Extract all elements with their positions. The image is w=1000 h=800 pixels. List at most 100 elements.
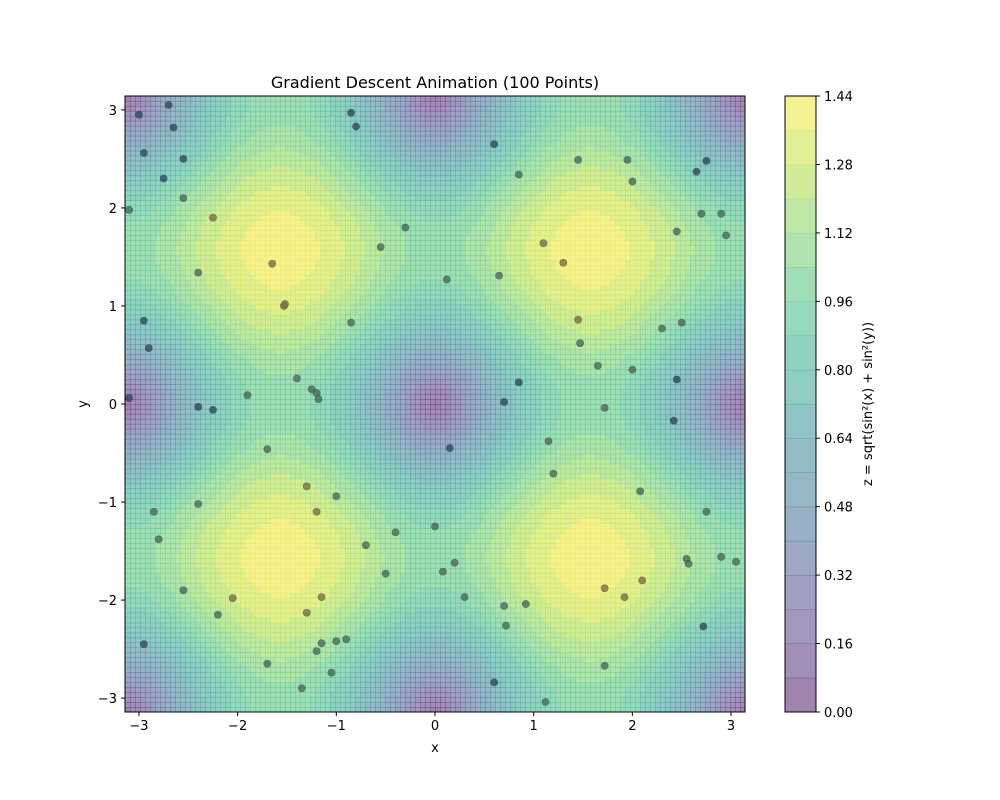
colorbar-band bbox=[785, 404, 816, 439]
data-points bbox=[125, 101, 740, 706]
data-point bbox=[159, 174, 168, 183]
data-point bbox=[135, 110, 143, 119]
data-point bbox=[139, 640, 148, 649]
data-point bbox=[495, 271, 503, 280]
data-point bbox=[125, 394, 134, 402]
data-point bbox=[732, 557, 740, 566]
data-point bbox=[600, 584, 609, 593]
data-point bbox=[164, 101, 173, 109]
colorbar-tick-label: 0.64 bbox=[824, 432, 853, 447]
x-tick-label: −2 bbox=[228, 719, 247, 734]
colorbar-band bbox=[785, 301, 816, 337]
x-tick-label: 1 bbox=[530, 719, 538, 734]
y-tick-label: −2 bbox=[98, 594, 117, 609]
colorbar-band bbox=[785, 540, 816, 576]
colorbar-frame bbox=[784, 95, 817, 713]
data-point bbox=[327, 668, 336, 677]
data-point bbox=[620, 593, 629, 601]
data-point bbox=[442, 275, 451, 284]
data-point bbox=[593, 361, 602, 370]
data-point bbox=[559, 258, 568, 267]
data-point bbox=[717, 209, 726, 218]
data-point bbox=[149, 507, 158, 516]
data-point bbox=[515, 378, 523, 387]
data-point bbox=[702, 156, 711, 165]
data-point bbox=[490, 140, 499, 149]
colorbar-tick-label: 0.16 bbox=[824, 638, 853, 653]
colorbar-band bbox=[785, 232, 816, 268]
data-point bbox=[574, 315, 582, 324]
data-point bbox=[549, 469, 558, 478]
data-point bbox=[125, 205, 134, 214]
data-point bbox=[292, 374, 301, 383]
data-point bbox=[521, 600, 530, 608]
y-tick-label: 3 bbox=[109, 104, 117, 119]
data-point bbox=[636, 487, 645, 496]
data-point bbox=[539, 239, 548, 248]
data-point bbox=[209, 213, 217, 222]
data-point bbox=[677, 318, 686, 327]
data-point bbox=[376, 243, 385, 251]
data-point bbox=[450, 558, 459, 567]
colorbar-tick-label: 1.44 bbox=[824, 90, 853, 105]
data-point bbox=[213, 610, 222, 619]
data-point bbox=[314, 395, 323, 403]
data-point bbox=[297, 684, 306, 693]
data-point bbox=[381, 569, 390, 578]
y-tick-label: 0 bbox=[109, 398, 117, 413]
colorbar-band bbox=[785, 198, 816, 234]
chart-title: Gradient Descent Animation (100 Points) bbox=[271, 73, 599, 92]
data-point bbox=[460, 593, 469, 601]
data-point bbox=[263, 445, 272, 453]
colorbar-tick-label: 0.96 bbox=[824, 295, 853, 310]
x-tick-label: 3 bbox=[727, 719, 735, 734]
data-point bbox=[347, 108, 355, 117]
colorbar-tick-label: 1.28 bbox=[824, 158, 853, 173]
data-point bbox=[515, 170, 523, 179]
data-point bbox=[332, 492, 341, 501]
data-point bbox=[179, 154, 188, 163]
data-point bbox=[445, 444, 454, 452]
data-point bbox=[401, 223, 410, 232]
data-point bbox=[312, 647, 321, 655]
data-point bbox=[544, 437, 553, 446]
data-point bbox=[139, 316, 148, 325]
data-point bbox=[228, 594, 237, 602]
data-point bbox=[697, 209, 706, 218]
y-tick-label: 1 bbox=[109, 300, 117, 315]
data-point bbox=[490, 678, 499, 687]
data-point bbox=[263, 659, 272, 668]
colorbar-band bbox=[785, 164, 816, 200]
colorbar-tick-label: 0.80 bbox=[824, 364, 853, 379]
colorbar-band bbox=[785, 438, 816, 473]
data-point bbox=[672, 375, 681, 384]
data-point bbox=[672, 227, 681, 236]
data-point bbox=[623, 155, 632, 164]
data-point bbox=[628, 177, 637, 186]
data-point bbox=[576, 339, 584, 348]
data-point bbox=[169, 123, 178, 132]
data-point bbox=[391, 528, 400, 537]
data-point bbox=[502, 621, 510, 630]
colorbar-band bbox=[785, 643, 816, 679]
data-point bbox=[574, 155, 582, 164]
data-point bbox=[541, 698, 550, 706]
data-point bbox=[717, 553, 726, 561]
contour-fill bbox=[125, 96, 745, 712]
colorbar-tick-label: 0.32 bbox=[824, 569, 853, 584]
data-point bbox=[194, 402, 203, 411]
data-point bbox=[332, 637, 341, 646]
data-point bbox=[194, 500, 203, 508]
data-point bbox=[209, 405, 217, 414]
data-point bbox=[302, 608, 311, 617]
colorbar-band bbox=[785, 96, 816, 131]
data-point bbox=[669, 416, 678, 425]
colorbar-ticks: 0.00 0.16 0.32 0.48 0.64 0.80 0.96 1.12 1.28 1.44 bbox=[816, 90, 853, 721]
y-axis-ticks: −3 −2 −1 0 1 2 3 bbox=[98, 104, 125, 707]
data-point bbox=[179, 194, 188, 202]
data-point bbox=[317, 639, 326, 648]
colorbar-band bbox=[785, 130, 816, 165]
y-tick-label: 2 bbox=[109, 202, 117, 217]
colorbar-band bbox=[785, 609, 816, 645]
